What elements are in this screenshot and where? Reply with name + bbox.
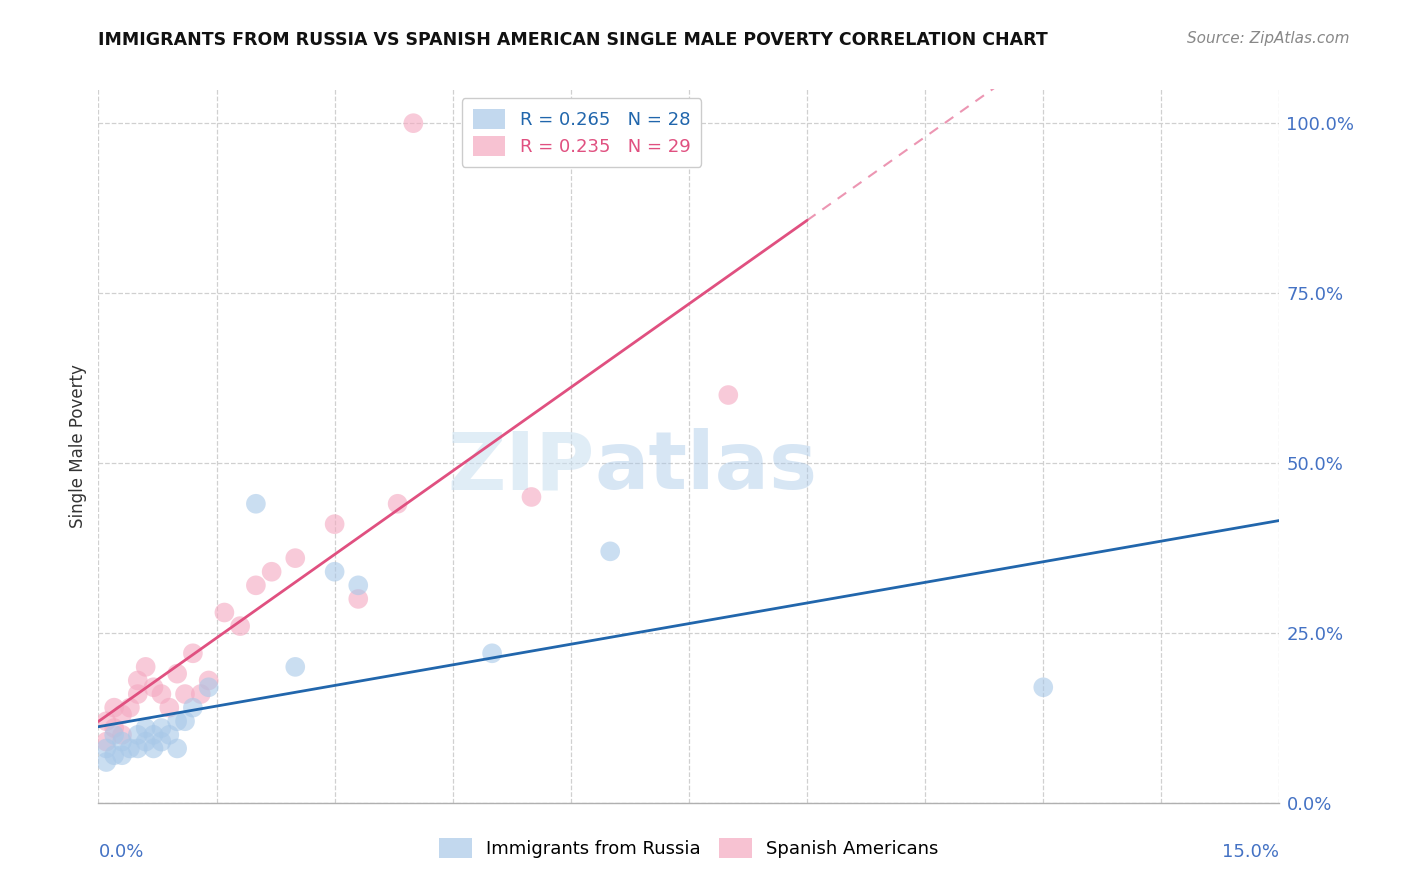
Point <box>127 673 149 688</box>
Point <box>323 565 346 579</box>
Point <box>245 578 267 592</box>
Point <box>96 714 118 729</box>
Point <box>111 728 134 742</box>
Point <box>717 388 740 402</box>
Point <box>181 646 204 660</box>
Point <box>166 666 188 681</box>
Point <box>245 497 267 511</box>
Point <box>103 748 125 763</box>
Text: Source: ZipAtlas.com: Source: ZipAtlas.com <box>1187 31 1350 46</box>
Point <box>197 673 219 688</box>
Text: atlas: atlas <box>595 428 817 507</box>
Point <box>181 700 204 714</box>
Point <box>127 741 149 756</box>
Point <box>103 721 125 735</box>
Point <box>214 606 236 620</box>
Point <box>1032 680 1054 694</box>
Text: 0.0%: 0.0% <box>98 843 143 861</box>
Point <box>347 578 370 592</box>
Point <box>96 734 118 748</box>
Point <box>135 660 157 674</box>
Point <box>135 721 157 735</box>
Point <box>284 660 307 674</box>
Point <box>111 748 134 763</box>
Point <box>118 741 141 756</box>
Point <box>174 687 197 701</box>
Point <box>229 619 252 633</box>
Point <box>150 734 173 748</box>
Point <box>323 517 346 532</box>
Point <box>111 707 134 722</box>
Point <box>118 700 141 714</box>
Point <box>347 591 370 606</box>
Text: ZIP: ZIP <box>447 428 595 507</box>
Point <box>96 755 118 769</box>
Point <box>520 490 543 504</box>
Point <box>127 687 149 701</box>
Point <box>103 700 125 714</box>
Point <box>481 646 503 660</box>
Point <box>166 741 188 756</box>
Point <box>284 551 307 566</box>
Text: IMMIGRANTS FROM RUSSIA VS SPANISH AMERICAN SINGLE MALE POVERTY CORRELATION CHART: IMMIGRANTS FROM RUSSIA VS SPANISH AMERIC… <box>98 31 1047 49</box>
Point <box>190 687 212 701</box>
Point <box>197 680 219 694</box>
Point <box>260 565 283 579</box>
Point <box>402 116 425 130</box>
Point <box>142 728 165 742</box>
Point <box>150 721 173 735</box>
Point <box>111 734 134 748</box>
Point <box>142 741 165 756</box>
Point <box>103 728 125 742</box>
Point <box>96 741 118 756</box>
Point <box>174 714 197 729</box>
Y-axis label: Single Male Poverty: Single Male Poverty <box>69 364 87 528</box>
Point <box>599 544 621 558</box>
Point <box>150 687 173 701</box>
Point <box>142 680 165 694</box>
Point <box>135 734 157 748</box>
Legend: Immigrants from Russia, Spanish Americans: Immigrants from Russia, Spanish American… <box>432 830 946 865</box>
Point <box>166 714 188 729</box>
Point <box>157 728 180 742</box>
Point <box>387 497 409 511</box>
Text: 15.0%: 15.0% <box>1222 843 1279 861</box>
Point <box>127 728 149 742</box>
Point <box>157 700 180 714</box>
